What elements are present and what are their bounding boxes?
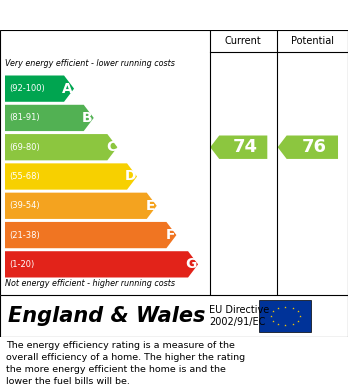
Bar xyxy=(259,300,311,332)
Text: 2002/91/EC: 2002/91/EC xyxy=(209,317,265,327)
Text: B: B xyxy=(82,111,93,125)
Text: The energy efficiency rating is a measure of the: The energy efficiency rating is a measur… xyxy=(6,341,235,350)
Text: overall efficiency of a home. The higher the rating: overall efficiency of a home. The higher… xyxy=(6,353,245,362)
Text: Potential: Potential xyxy=(291,36,334,46)
Polygon shape xyxy=(5,193,157,219)
Text: 74: 74 xyxy=(233,138,258,156)
Text: Energy Efficiency Rating: Energy Efficiency Rating xyxy=(69,7,279,23)
Text: C: C xyxy=(106,140,116,154)
Polygon shape xyxy=(5,134,117,160)
Text: Very energy efficient - lower running costs: Very energy efficient - lower running co… xyxy=(5,59,175,68)
Polygon shape xyxy=(5,105,94,131)
Polygon shape xyxy=(5,222,176,248)
Text: England & Wales: England & Wales xyxy=(8,306,205,326)
Polygon shape xyxy=(5,163,137,190)
Text: (55-68): (55-68) xyxy=(9,172,40,181)
Text: (39-54): (39-54) xyxy=(9,201,40,210)
Polygon shape xyxy=(5,251,198,278)
Polygon shape xyxy=(278,136,338,159)
Text: (1-20): (1-20) xyxy=(9,260,34,269)
Text: (69-80): (69-80) xyxy=(9,143,40,152)
Text: F: F xyxy=(166,228,175,242)
Text: Current: Current xyxy=(225,36,262,46)
Text: EU Directive: EU Directive xyxy=(209,305,269,315)
Text: (21-38): (21-38) xyxy=(9,231,40,240)
Text: (81-91): (81-91) xyxy=(9,113,40,122)
Text: G: G xyxy=(186,257,197,271)
Polygon shape xyxy=(210,136,267,159)
Text: the more energy efficient the home is and the: the more energy efficient the home is an… xyxy=(6,365,226,374)
Polygon shape xyxy=(5,75,74,102)
Text: (92-100): (92-100) xyxy=(9,84,45,93)
Text: 76: 76 xyxy=(302,138,327,156)
Text: Not energy efficient - higher running costs: Not energy efficient - higher running co… xyxy=(5,280,175,289)
Text: A: A xyxy=(62,82,73,96)
Text: E: E xyxy=(146,199,156,213)
Text: D: D xyxy=(125,170,136,183)
Text: lower the fuel bills will be.: lower the fuel bills will be. xyxy=(6,377,130,386)
